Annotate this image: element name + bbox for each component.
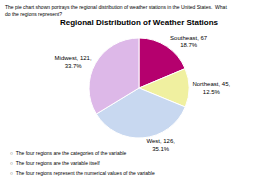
svg-text:Midwest, 121,33.7%: Midwest, 121,33.7%: [55, 55, 92, 69]
svg-text:○ The four regions are the va: ○ The four regions are the variable itse…: [10, 160, 100, 166]
svg-text:Regional Distribution of Weath: Regional Distribution of Weather Station…: [60, 18, 219, 27]
svg-text:The pie chart shown portrays t: The pie chart shown portrays the regiona…: [5, 4, 227, 17]
svg-text:Northeast, 45,12.5%: Northeast, 45,12.5%: [192, 81, 230, 95]
svg-text:Southeast, 6718.7%: Southeast, 6718.7%: [170, 35, 208, 49]
svg-text:○ The four regions are the ca: ○ The four regions are the categories of…: [10, 150, 127, 156]
svg-text:○ The four regions represent: ○ The four regions represent the numeric…: [10, 170, 155, 176]
svg-text:West, 126,35.1%: West, 126,35.1%: [146, 138, 175, 152]
